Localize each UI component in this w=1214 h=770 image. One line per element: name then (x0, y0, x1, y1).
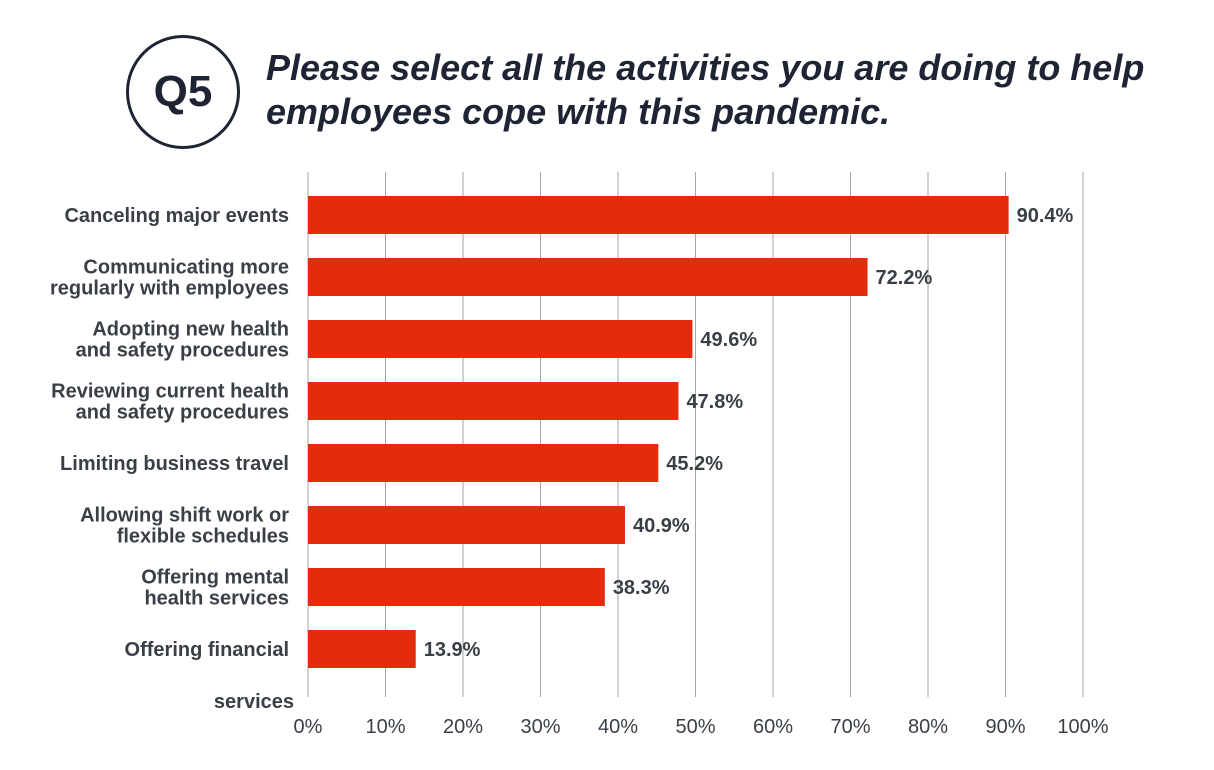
bar (308, 506, 625, 544)
bar (308, 258, 868, 296)
question-number: Q5 (153, 67, 213, 116)
x-tick-label: 60% (753, 716, 793, 738)
value-label: 49.6% (700, 329, 757, 351)
value-label: 13.9% (424, 639, 481, 661)
bar (308, 444, 659, 482)
category-label: flexible schedules (117, 526, 289, 548)
x-tick-label: 80% (908, 716, 948, 738)
category-label: Reviewing current health (51, 381, 289, 403)
value-label: 47.8% (686, 391, 743, 413)
category-label: Communicating more (83, 257, 289, 279)
x-tick-label: 90% (985, 716, 1025, 738)
x-tick-label: 10% (365, 716, 405, 738)
x-tick-label: 30% (520, 716, 560, 738)
category-label: Canceling major events (64, 205, 289, 227)
category-label: Adopting new health (92, 319, 289, 341)
category-label: regularly with employees (50, 278, 289, 300)
value-label: 72.2% (876, 267, 933, 289)
question-badge: Q5 (126, 35, 240, 149)
bar (308, 320, 693, 358)
x-tick-label: 0% (294, 716, 323, 738)
bar (308, 568, 605, 606)
bar (308, 196, 1009, 234)
category-label: Limiting business travel (60, 453, 289, 475)
value-label: 40.9% (633, 515, 690, 537)
value-label: 90.4% (1017, 205, 1074, 227)
category-label: Offering mental (141, 567, 289, 589)
value-label: 38.3% (613, 577, 670, 599)
x-tick-label: 20% (443, 716, 483, 738)
chart-title: Please select all the activities you are… (266, 47, 1145, 132)
x-tick-label: 50% (675, 716, 715, 738)
category-label-continuation: services (214, 691, 294, 713)
category-label: Offering financial (125, 639, 289, 661)
x-tick-label: 70% (830, 716, 870, 738)
category-label: Allowing shift work or (80, 505, 289, 527)
x-tick-label: 100% (1057, 716, 1108, 738)
category-label: and safety procedures (76, 340, 289, 362)
category-label: and safety procedures (76, 402, 289, 424)
value-label: 45.2% (666, 453, 723, 475)
bar (308, 630, 416, 668)
x-tick-label: 40% (598, 716, 638, 738)
bar (308, 382, 679, 420)
category-label: health services (144, 588, 289, 610)
